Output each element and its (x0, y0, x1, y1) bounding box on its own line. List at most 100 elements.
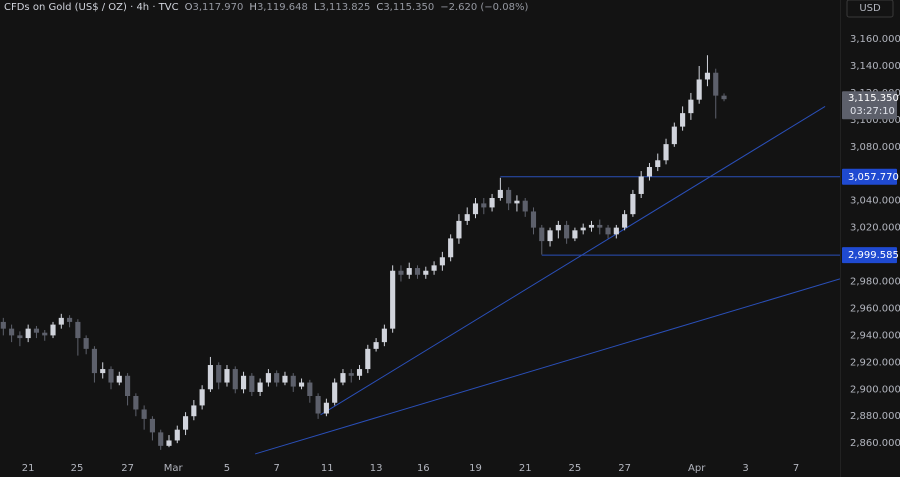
candle-body (50, 324, 56, 336)
candle-body (133, 396, 139, 410)
candle-body (216, 365, 222, 383)
candle-body (91, 348, 98, 374)
candle-body (315, 396, 321, 414)
candle-body (655, 160, 661, 168)
y-tick-label: 2,880.000 (850, 411, 900, 422)
ohlc-value: 3,113.825 (319, 2, 371, 13)
y-tick-label: 3,140.000 (850, 61, 900, 72)
candle-body (0, 321, 6, 329)
level-label: 2,999.585 (848, 250, 899, 261)
candle-body (456, 220, 462, 239)
candle-body (580, 227, 586, 231)
trend-line (320, 105, 826, 416)
candle-body (257, 382, 263, 392)
candle-body (514, 200, 520, 204)
candle-body (663, 144, 669, 161)
candle-body (282, 375, 288, 383)
x-tick-label: 11 (321, 463, 334, 474)
y-tick-label: 2,960.000 (850, 303, 900, 314)
candle-body (431, 265, 437, 271)
candle-body (116, 375, 122, 383)
level-label-box (842, 168, 897, 185)
candle-body (17, 335, 23, 339)
trend-line (255, 278, 840, 455)
x-tick-label: Mar (164, 463, 184, 474)
candle-body (83, 338, 89, 349)
candle-body (398, 270, 404, 275)
x-tick-label: 19 (469, 463, 482, 474)
x-tick-label: 5 (224, 463, 230, 474)
candle-body (555, 224, 561, 231)
ohlc-value: 3,117.970 (192, 2, 244, 13)
ohlc-key: H (249, 2, 257, 13)
candle-body (191, 405, 197, 417)
candle-body (108, 369, 114, 383)
candle-body (613, 227, 619, 235)
candle-body (464, 214, 470, 221)
candle-body (481, 203, 487, 208)
ohlc-value: 3,119.648 (256, 2, 308, 13)
currency-box[interactable] (846, 0, 894, 18)
last-price-label: 3,115.350 (848, 93, 899, 104)
candle-body (713, 72, 719, 96)
candle-body (100, 369, 106, 374)
x-tick-label: Apr (688, 463, 706, 474)
candle-body (199, 389, 205, 406)
candle-body (704, 72, 711, 80)
candle-body (605, 227, 611, 235)
candle-body (588, 224, 595, 228)
candle-body (332, 382, 338, 403)
y-tick-label: 3,080.000 (850, 142, 900, 153)
y-tick-label: 2,900.000 (850, 384, 900, 395)
change: −2.620 (−0.08%) (440, 2, 529, 13)
x-tick-label: 21 (519, 463, 532, 474)
candle-body (75, 321, 81, 339)
last-price-box (842, 91, 897, 120)
x-tick-label: 25 (71, 463, 84, 474)
candle-body (340, 373, 346, 383)
candle-body (174, 429, 180, 441)
candle-body (25, 328, 31, 339)
candle-body (166, 440, 172, 446)
candle-body (158, 432, 164, 446)
candle-body (622, 214, 628, 228)
y-tick-label: 2,940.000 (850, 330, 900, 341)
ohlc-key: O (184, 2, 193, 13)
candle-body (646, 167, 653, 177)
candle-body (564, 224, 570, 239)
candle-body (539, 227, 545, 242)
x-tick-label: 25 (569, 463, 582, 474)
candle-body (290, 375, 296, 387)
y-tick-label: 3,040.000 (850, 196, 900, 207)
candle-body (497, 189, 503, 198)
candle-body (265, 373, 271, 383)
ohlc-key: L (313, 2, 320, 13)
candle-body (356, 369, 363, 376)
candle-body (414, 268, 421, 275)
candle-body (125, 375, 131, 396)
y-tick-label: 3,020.000 (850, 223, 900, 234)
x-tick-label: 3 (742, 463, 748, 474)
y-tick-label: 3,100.000 (850, 115, 900, 126)
candle-body (630, 193, 636, 215)
y-tick-label: 2,920.000 (850, 357, 900, 368)
x-tick-label: 7 (793, 463, 799, 474)
candle-body (182, 416, 189, 430)
x-tick-label: 7 (273, 463, 279, 474)
candle-body (696, 79, 702, 100)
candle-body (547, 230, 553, 242)
candle-body (680, 113, 686, 127)
candle-body (530, 211, 537, 228)
candle-body (597, 224, 603, 228)
candle-body (240, 375, 247, 390)
candle-body (33, 328, 40, 333)
candle-body (42, 332, 48, 336)
currency[interactable]: USD (859, 3, 881, 14)
candle-body (348, 373, 354, 376)
candle-body (365, 348, 371, 370)
candle-body (207, 365, 213, 390)
candle-body (439, 257, 445, 266)
candle-body (373, 342, 379, 349)
